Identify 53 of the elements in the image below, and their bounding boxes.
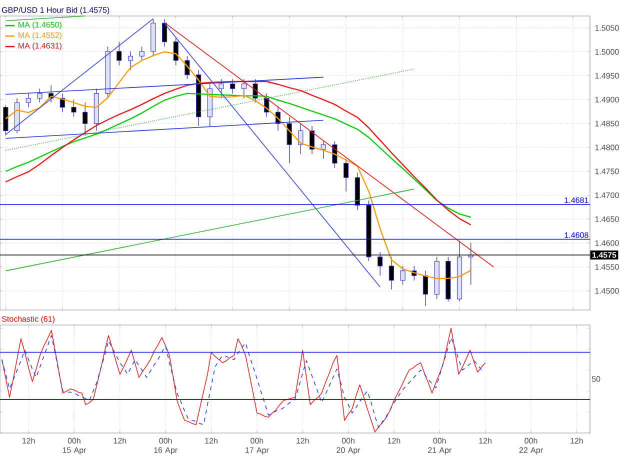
x-tick-label: 12h: [388, 438, 400, 444]
y-tick-label: 1.4850: [595, 120, 619, 126]
x-tick-label: 00h 16 Apr: [154, 438, 178, 454]
x-tick-label: 00h 22 Apr: [519, 438, 543, 454]
legend-label: MA (1.4631): [18, 42, 62, 50]
y-tick-label: 1.5050: [595, 25, 619, 31]
candlestick: [320, 140, 326, 160]
candlestick: [26, 93, 31, 108]
y-tick-label: 1.4500: [595, 288, 619, 294]
y-tick-label: 1.4600: [595, 240, 619, 246]
text: 50: [592, 376, 600, 382]
candlestick: [82, 102, 88, 136]
candlestick: [286, 116, 292, 164]
candlestick: [162, 18, 168, 47]
y-tick-label: 1.4950: [595, 72, 619, 79]
candlestick: [173, 37, 178, 66]
candlestick: [218, 78, 224, 99]
y-tick-label: 1.5000: [595, 49, 619, 55]
x-tick-label: 12h: [479, 438, 492, 444]
ref-line-label: 1.4681: [564, 197, 588, 204]
candlestick: [422, 270, 428, 307]
candlestick: [139, 46, 144, 61]
candlestick: [400, 266, 406, 285]
y-tick-label: 1.4800: [595, 144, 619, 150]
x-tick-label: 12h: [205, 438, 218, 444]
x-tick-label: 00h 15 Apr: [62, 438, 86, 454]
y-tick-label: 1.4700: [595, 192, 619, 198]
candlestick: [71, 99, 76, 118]
chart-title: GBP/USD 1 Hour Bid (1.4575): [2, 6, 110, 14]
candlestick: [3, 105, 8, 136]
x-tick-label: 00h 20 Apr: [336, 438, 360, 454]
candlestick: [344, 158, 349, 192]
candlestick: [230, 78, 236, 94]
y-tick-label: 1.4900: [595, 96, 619, 102]
y-tick-label: 1.4650: [595, 216, 619, 222]
candlestick: [128, 51, 134, 70]
chart-title: Stochastic (61): [2, 316, 54, 324]
candlestick: [116, 41, 122, 66]
y-tick-label: 1.4550: [595, 264, 619, 270]
x-tick-label: 12h: [114, 438, 126, 444]
x-tick-label: 00h 21 Apr: [428, 438, 452, 454]
ref-line-label: 1.4608: [564, 232, 588, 238]
x-tick-label: 12h: [570, 438, 583, 444]
ref-line-label: 1.4575: [592, 252, 616, 258]
candlestick: [37, 88, 42, 103]
x-tick-label: 12h: [22, 438, 35, 444]
candlestick: [298, 123, 304, 154]
legend-label: MA (1.4650): [18, 22, 62, 30]
x-tick-label: 12h: [296, 438, 309, 444]
candlestick: [241, 78, 246, 99]
y-tick-label: 1.4750: [595, 168, 619, 174]
legend-label: MA (1.4552): [18, 32, 62, 40]
x-tick-label: 00h 17 Apr: [246, 438, 269, 454]
